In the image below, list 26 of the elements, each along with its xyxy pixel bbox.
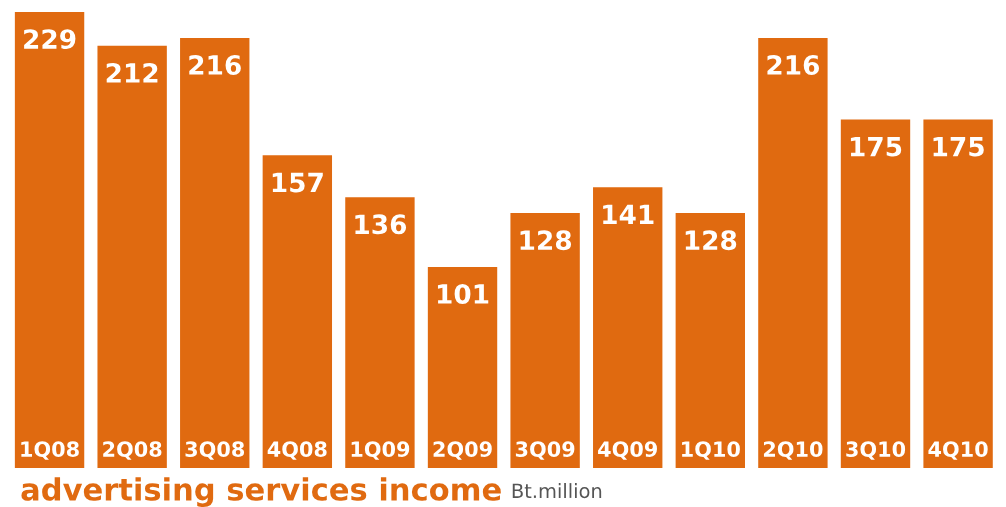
text: Bt.million [512, 483, 602, 499]
x-tick-label: 4Q10 [928, 441, 988, 460]
data-label: 101 [437, 284, 489, 304]
data-label: 175 [850, 137, 902, 157]
data-label: 216 [189, 55, 241, 75]
data-label: 141 [603, 204, 654, 224]
data-label: 157 [272, 172, 323, 193]
data-label: 212 [106, 62, 158, 83]
data-label: 216 [767, 55, 820, 75]
x-tick-label: 2Q08 [103, 441, 162, 460]
data-label: 136 [355, 214, 407, 235]
text: advertising services income [21, 477, 501, 507]
x-tick-label: 3Q09 [515, 441, 575, 460]
x-tick-label: 2Q10 [763, 441, 823, 460]
x-tick-label: 1Q09 [351, 441, 410, 460]
data-label: 128 [520, 230, 572, 251]
x-tick-label: 3Q10 [846, 441, 906, 460]
x-tick-label: 3Q08 [185, 441, 245, 460]
x-tick-label: 4Q08 [267, 441, 327, 460]
x-tick-label: 2Q09 [433, 441, 492, 460]
x-tick-label: 1Q10 [682, 441, 740, 460]
x-tick-label: 4Q09 [598, 441, 657, 460]
data-label: 229 [24, 29, 76, 50]
x-tick-label: 1Q08 [21, 441, 79, 460]
data-label: 175 [933, 137, 984, 157]
data-label: 128 [685, 230, 737, 251]
